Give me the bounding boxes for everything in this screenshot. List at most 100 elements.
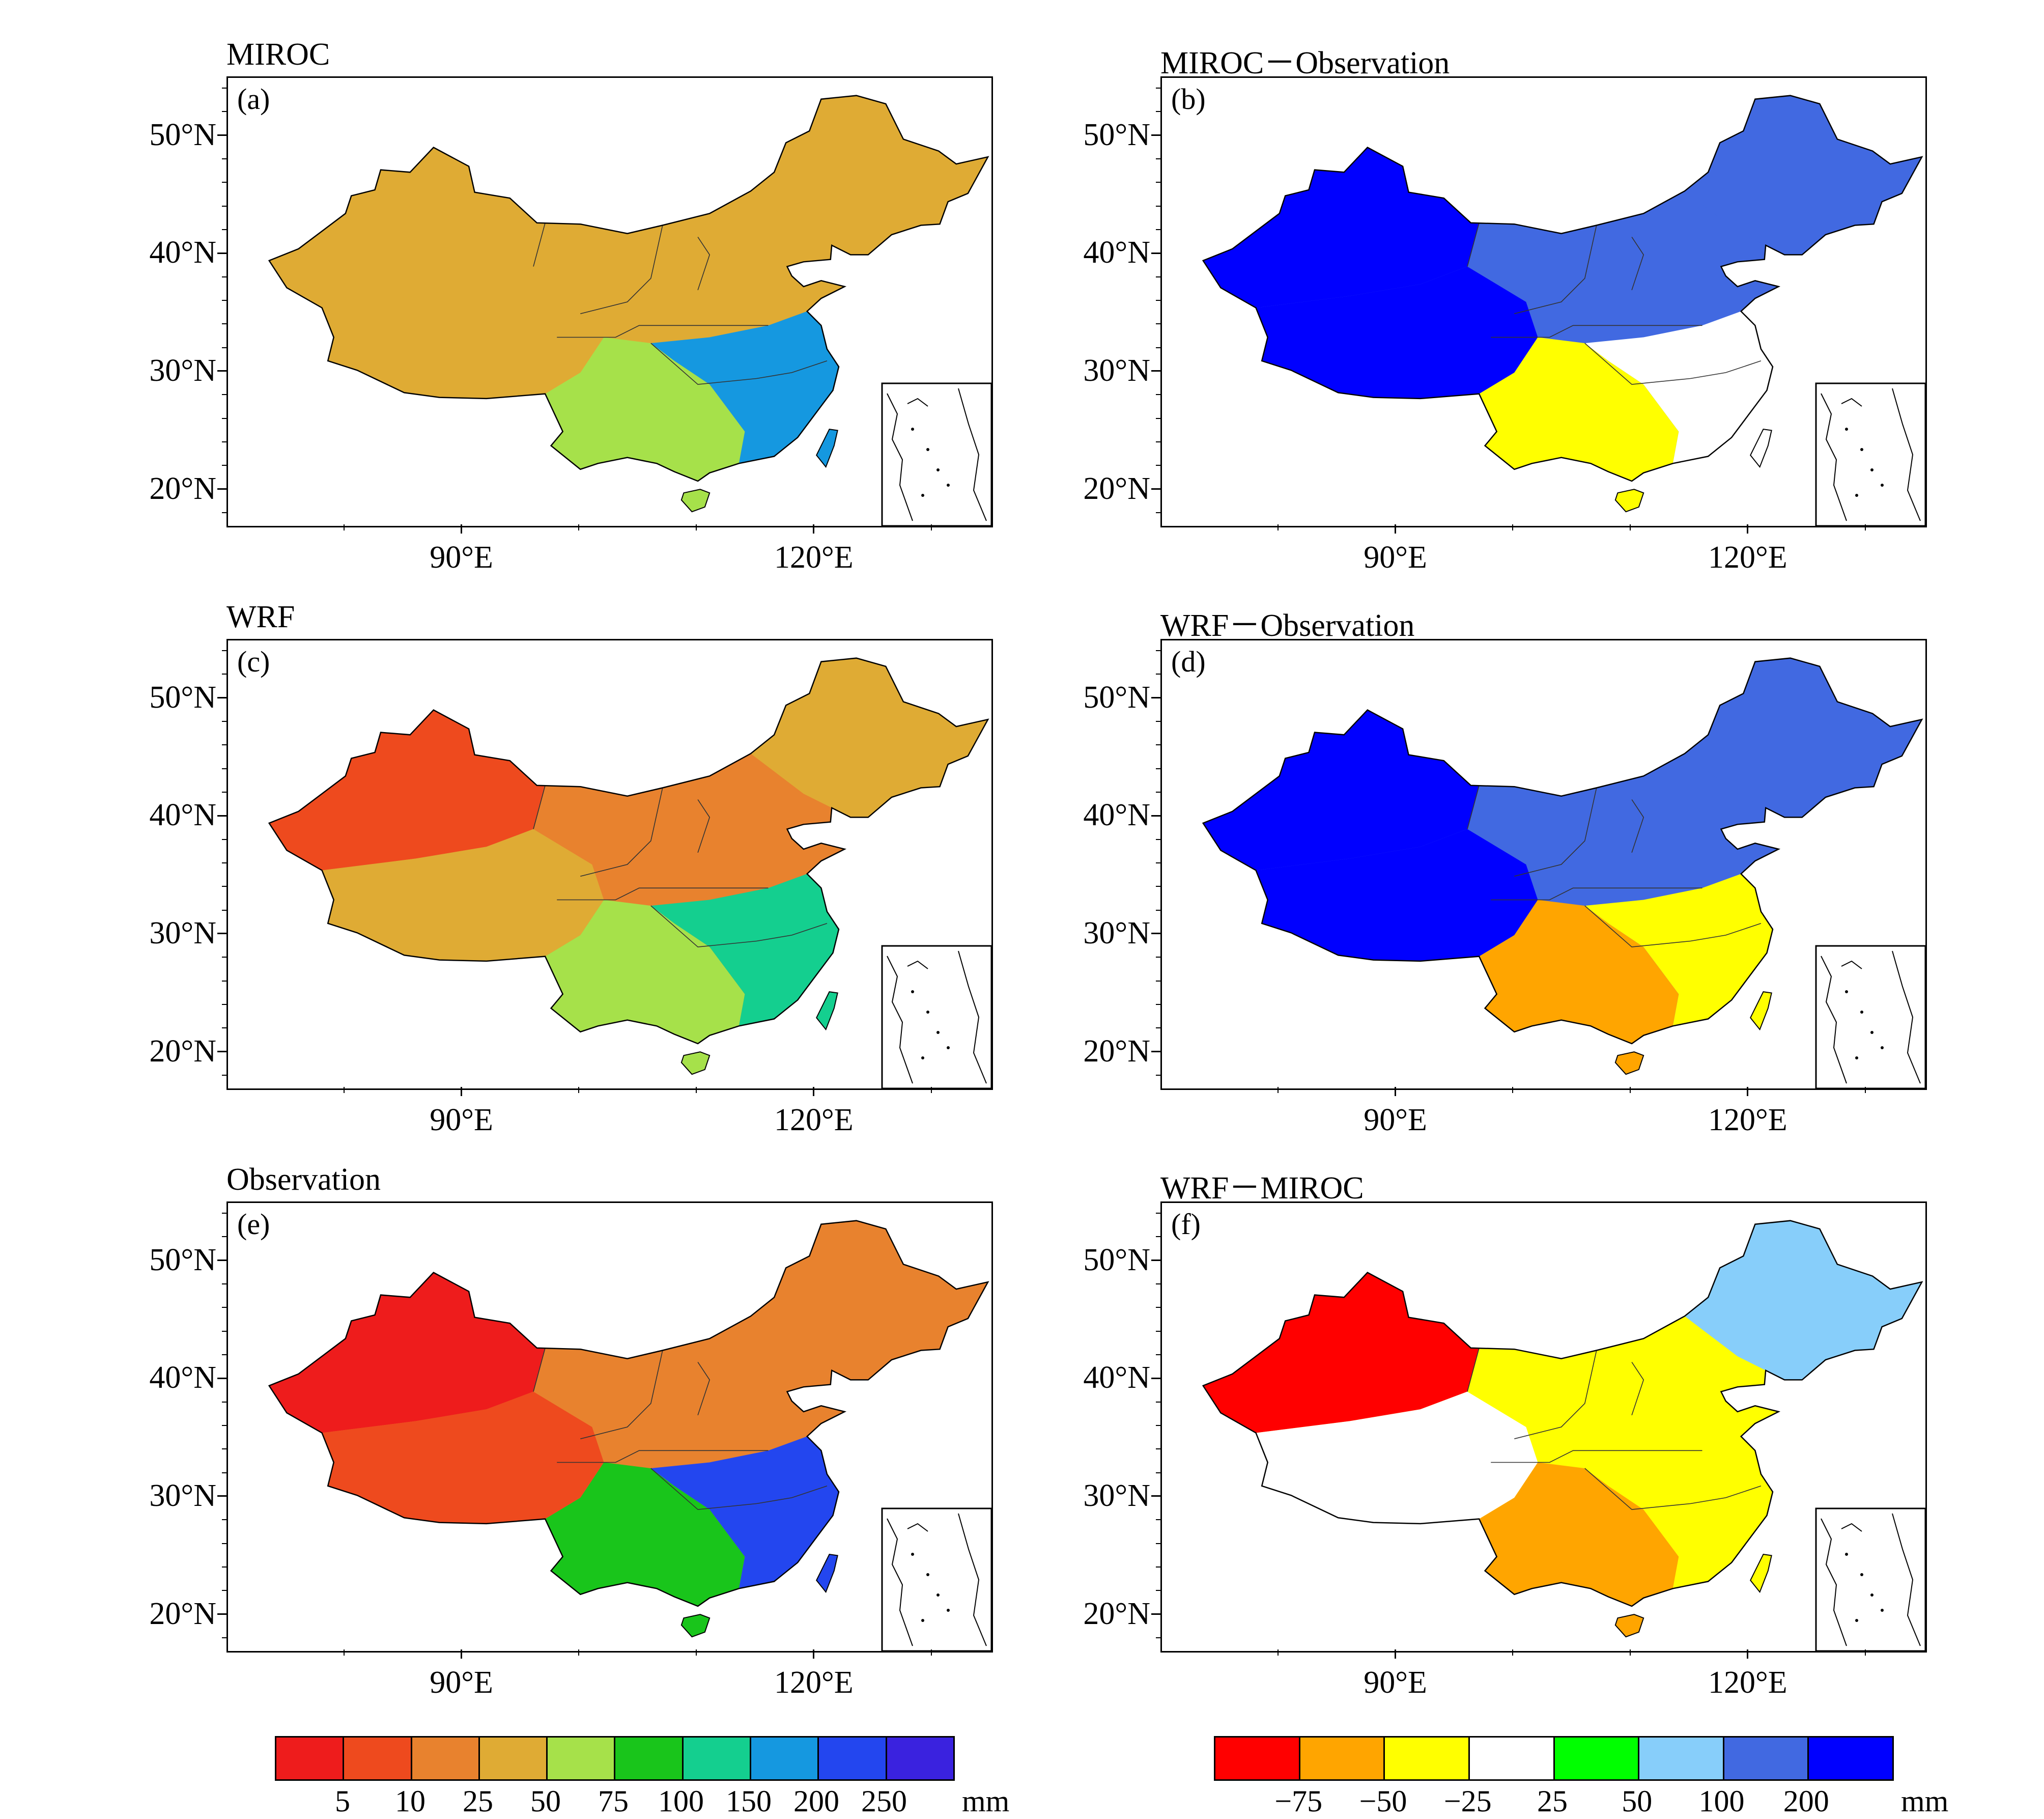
lat-label: 50°N xyxy=(1083,680,1150,715)
lat-tick xyxy=(1151,370,1160,372)
region-sc xyxy=(545,337,745,481)
region-ne xyxy=(1684,658,1922,818)
region-ne xyxy=(1684,1220,1922,1380)
lat-minor-tick xyxy=(1156,182,1160,183)
lon-minor-tick xyxy=(1512,524,1514,530)
panel-label: (b) xyxy=(1171,82,1206,116)
lat-label: 50°N xyxy=(1083,1242,1150,1277)
lon-minor-tick xyxy=(1512,1649,1514,1656)
lon-minor-tick xyxy=(1864,524,1866,530)
lat-minor-tick xyxy=(1156,886,1160,887)
lon-label: 90°E xyxy=(1364,1103,1427,1137)
lat-minor-tick xyxy=(222,886,226,887)
lat-minor-tick xyxy=(1156,1637,1160,1638)
lon-minor-tick xyxy=(696,1087,697,1093)
lat-minor-tick xyxy=(1156,650,1160,652)
panel-label: (d) xyxy=(1171,645,1206,678)
lat-minor-tick xyxy=(222,980,226,982)
lat-minor-tick xyxy=(1156,111,1160,113)
lon-label: 120°E xyxy=(774,540,854,575)
lat-minor-tick xyxy=(1156,1213,1160,1214)
colorbar-swatch xyxy=(1215,1738,1300,1779)
lat-minor-tick xyxy=(222,1566,226,1568)
colorbar-swatch xyxy=(1554,1738,1640,1779)
lat-label: 20°N xyxy=(149,471,216,506)
lat-minor-tick xyxy=(1156,838,1160,840)
colorbar-unit: mm xyxy=(962,1784,1010,1818)
lat-tick xyxy=(1151,1051,1160,1053)
lat-minor-tick xyxy=(1156,1236,1160,1238)
lat-minor-tick xyxy=(1156,417,1160,419)
lat-tick xyxy=(217,933,226,935)
region-nw xyxy=(1203,1272,1480,1433)
lat-label: 20°N xyxy=(1083,1033,1150,1069)
lon-tick xyxy=(461,1649,463,1659)
lat-minor-tick xyxy=(1156,1425,1160,1426)
colorbar-swatch xyxy=(344,1738,412,1779)
lon-tick xyxy=(1395,1087,1397,1096)
lat-minor-tick xyxy=(1156,229,1160,231)
lat-label: 30°N xyxy=(1083,915,1150,950)
lat-minor-tick xyxy=(222,909,226,911)
lon-minor-tick xyxy=(578,1087,580,1093)
lat-minor-tick xyxy=(222,1425,226,1426)
lat-minor-tick xyxy=(1156,1472,1160,1473)
lat-label: 40°N xyxy=(149,1360,216,1395)
region-nc xyxy=(1467,191,1779,344)
lon-tick xyxy=(1395,1649,1397,1659)
lon-minor-tick xyxy=(578,1649,580,1656)
lat-minor-tick xyxy=(222,1519,226,1521)
panel-title: MIROC xyxy=(226,37,330,72)
lon-minor-tick xyxy=(1512,1087,1514,1093)
lat-label: 30°N xyxy=(1083,1478,1150,1513)
lat-tick xyxy=(217,134,226,136)
map-canvas xyxy=(1202,95,1925,526)
colorbar-swatch xyxy=(1809,1738,1892,1779)
lat-tick xyxy=(1151,1260,1160,1262)
region-se xyxy=(650,1436,839,1589)
lon-label: 90°E xyxy=(430,1665,493,1700)
lon-label: 120°E xyxy=(1708,1103,1787,1137)
lon-label: 120°E xyxy=(1708,540,1787,575)
lat-tick xyxy=(217,1051,226,1053)
map-frame: (f) xyxy=(1160,1201,1927,1653)
lat-label: 20°N xyxy=(1083,471,1150,506)
lat-minor-tick xyxy=(222,276,226,277)
lon-minor-tick xyxy=(1277,1649,1279,1656)
lat-minor-tick xyxy=(1156,1283,1160,1285)
lon-minor-tick xyxy=(1277,1087,1279,1093)
lon-minor-tick xyxy=(1864,1649,1866,1656)
lat-minor-tick xyxy=(222,674,226,675)
lat-minor-tick xyxy=(1156,1401,1160,1403)
panel-label: (f) xyxy=(1171,1208,1201,1241)
map-frame: (e) xyxy=(226,1201,993,1653)
map-canvas xyxy=(1202,657,1925,1088)
colorbar-unit: mm xyxy=(1901,1784,1949,1818)
lat-label: 30°N xyxy=(149,915,216,950)
region-nc xyxy=(533,191,845,344)
lon-tick xyxy=(1747,524,1749,534)
lat-minor-tick xyxy=(1156,465,1160,466)
country-outline xyxy=(268,1220,989,1607)
lat-minor-tick xyxy=(1156,1519,1160,1521)
region-nc xyxy=(1467,1316,1779,1469)
lat-minor-tick xyxy=(1156,394,1160,396)
south-china-sea-inset xyxy=(1815,1507,1925,1651)
lat-minor-tick xyxy=(1156,441,1160,442)
map-canvas xyxy=(268,1220,991,1651)
lat-minor-tick xyxy=(1156,1354,1160,1356)
lat-tick xyxy=(217,697,226,699)
colorbar-swatch xyxy=(751,1738,819,1779)
lat-minor-tick xyxy=(222,158,226,160)
region-ne xyxy=(750,1220,988,1380)
region-nc xyxy=(533,753,845,906)
map-canvas xyxy=(268,95,991,526)
lat-minor-tick xyxy=(222,1027,226,1029)
region-tp xyxy=(287,829,604,961)
lat-minor-tick xyxy=(1156,980,1160,982)
region-tp xyxy=(287,1391,604,1524)
country-outline xyxy=(1202,1220,1923,1607)
lat-label: 40°N xyxy=(149,235,216,270)
lon-tick xyxy=(1395,524,1397,534)
colorbar-swatch xyxy=(276,1738,345,1779)
